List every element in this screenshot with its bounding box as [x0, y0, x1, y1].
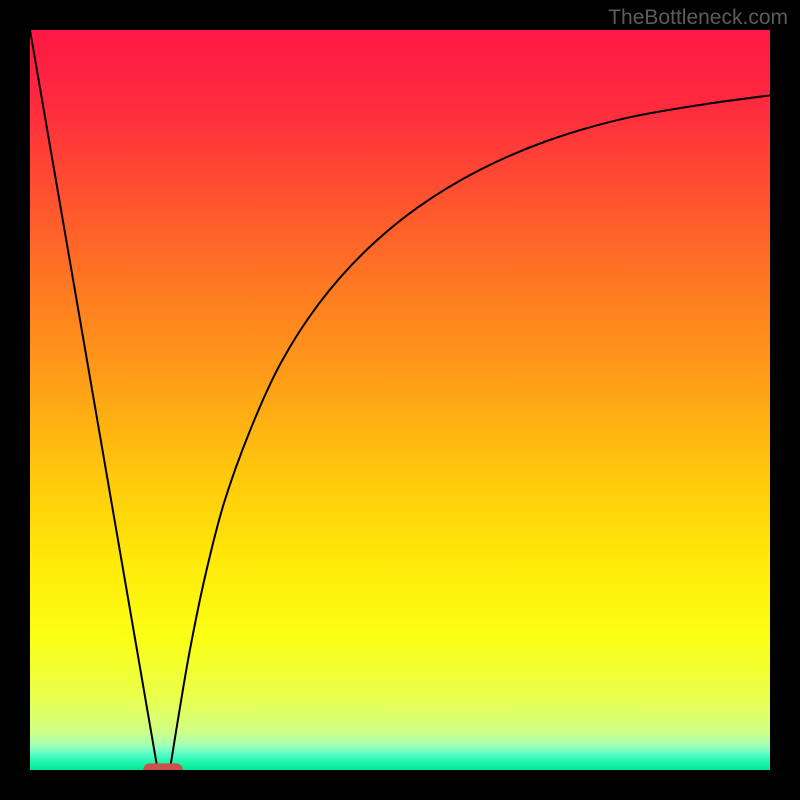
watermark-text: TheBottleneck.com [608, 6, 788, 30]
chart-svg [0, 0, 800, 800]
plot-background [30, 30, 790, 770]
bottleneck-chart: TheBottleneck.com [0, 0, 800, 800]
